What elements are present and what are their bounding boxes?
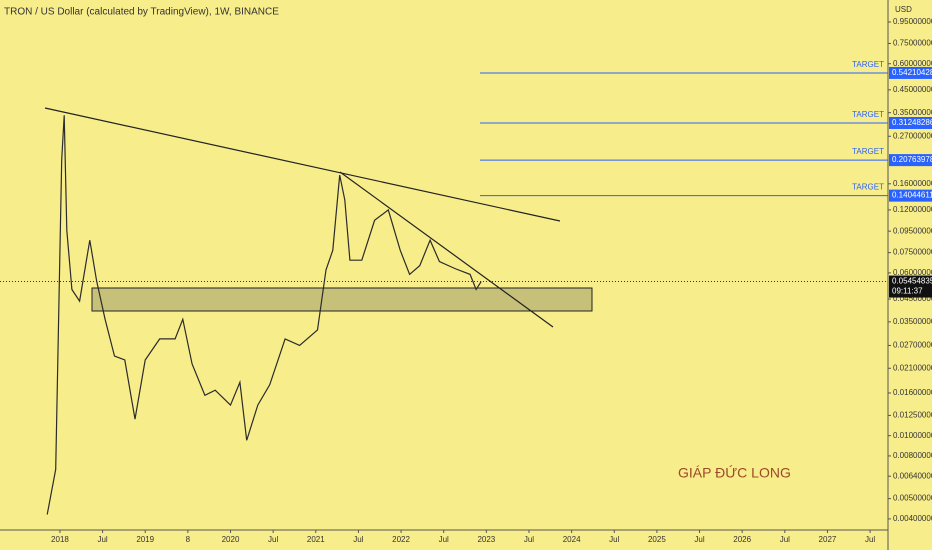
- y-tick-label: 0.01000000: [893, 431, 932, 440]
- countdown: 09:11:37: [892, 287, 923, 296]
- x-tick-label: 8: [186, 535, 191, 544]
- x-tick-label: Jul: [694, 535, 704, 544]
- y-tick-label: 0.02100000: [893, 363, 932, 372]
- x-tick-label: Jul: [439, 535, 449, 544]
- x-tick-label: 2027: [819, 535, 837, 544]
- x-tick-label: 2023: [477, 535, 495, 544]
- target-label: TARGET: [852, 183, 884, 192]
- price-tag-label: 0.31248286: [892, 118, 932, 127]
- x-tick-label: Jul: [865, 535, 875, 544]
- current-price-label: 0.05454835: [892, 277, 932, 286]
- y-tick-label: 0.35000000: [893, 108, 932, 117]
- watermark: GIÁP ĐỨC LONG: [678, 465, 791, 481]
- x-tick-label: 2022: [392, 535, 410, 544]
- current-price-tag: [889, 275, 932, 298]
- price-line: [46, 115, 482, 515]
- y-tick-label: 0.60000000: [893, 59, 932, 68]
- y-tick-label: 0.00400000: [893, 514, 932, 523]
- x-tick-label: Jul: [268, 535, 278, 544]
- target-label: TARGET: [852, 60, 884, 69]
- chart-title: TRON / US Dollar (calculated by TradingV…: [4, 7, 279, 18]
- y-tick-label: 0.00500000: [893, 494, 932, 503]
- y-tick-label: 0.00640000: [893, 471, 932, 480]
- trendline: [339, 171, 554, 328]
- y-tick-label: 0.12000000: [893, 205, 932, 214]
- target-label: TARGET: [852, 110, 884, 119]
- price-tag-label: 0.20763978: [892, 155, 932, 164]
- y-tick-label: 0.09500000: [893, 226, 932, 235]
- x-tick-label: 2026: [733, 535, 751, 544]
- x-tick-label: 2019: [136, 535, 154, 544]
- y-tick-label: 0.06000000: [893, 268, 932, 277]
- x-tick-label: 2018: [51, 535, 69, 544]
- y-tick-label: 0.45000000: [893, 85, 932, 94]
- price-tag-label: 0.14044611: [892, 191, 932, 200]
- x-tick-label: Jul: [97, 535, 107, 544]
- axis-unit: USD: [895, 5, 912, 14]
- target-label: TARGET: [852, 147, 884, 156]
- x-tick-label: 2024: [563, 535, 581, 544]
- price-tag-label: 0.54210428: [892, 68, 932, 77]
- y-tick-label: 0.07500000: [893, 248, 932, 257]
- x-tick-label: Jul: [524, 535, 534, 544]
- y-tick-label: 0.04500000: [893, 294, 932, 303]
- price-tag: [889, 66, 932, 79]
- price-tag: [889, 189, 932, 202]
- y-tick-label: 0.03500000: [893, 317, 932, 326]
- x-tick-label: 2025: [648, 535, 666, 544]
- x-tick-label: Jul: [609, 535, 619, 544]
- price-tag: [889, 154, 932, 167]
- x-tick-label: 2020: [222, 535, 240, 544]
- y-tick-label: 0.75000000: [893, 39, 932, 48]
- y-tick-label: 0.95000000: [893, 17, 932, 26]
- y-tick-label: 0.27000000: [893, 131, 932, 140]
- x-tick-label: Jul: [353, 535, 363, 544]
- trendline: [44, 107, 561, 222]
- x-tick-label: 2021: [307, 535, 325, 544]
- y-tick-label: 0.01600000: [893, 388, 932, 397]
- y-tick-label: 0.00800000: [893, 451, 932, 460]
- price-tag: [889, 116, 932, 129]
- support-zone: [91, 287, 593, 312]
- x-tick-label: Jul: [780, 535, 790, 544]
- y-tick-label: 0.16000000: [893, 179, 932, 188]
- y-tick-label: 0.02700000: [893, 341, 932, 350]
- y-tick-label: 0.01250000: [893, 411, 932, 420]
